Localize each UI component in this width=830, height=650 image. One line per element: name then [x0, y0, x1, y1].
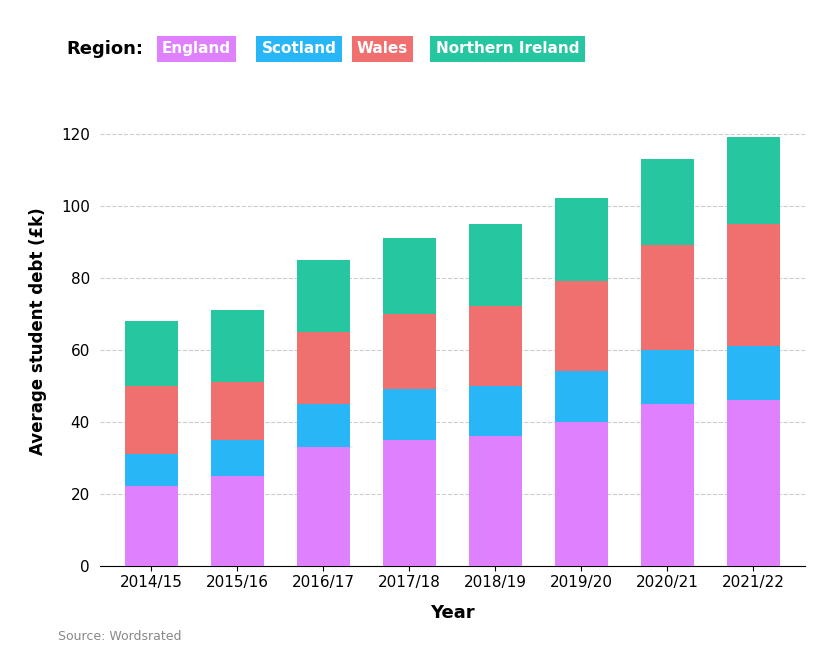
Bar — [641, 350, 694, 404]
Bar — [383, 238, 436, 313]
Bar — [296, 259, 350, 332]
Bar — [554, 371, 608, 421]
Bar — [211, 476, 264, 566]
Bar — [554, 198, 608, 281]
Bar — [469, 385, 522, 436]
Text: Region:: Region: — [66, 40, 144, 58]
Bar — [124, 454, 178, 486]
Text: Northern Ireland: Northern Ireland — [436, 41, 579, 57]
Bar — [554, 281, 608, 371]
Bar — [469, 224, 522, 306]
Bar — [124, 486, 178, 566]
Bar — [124, 320, 178, 385]
Text: Scotland: Scotland — [261, 41, 336, 57]
Bar — [383, 389, 436, 439]
Text: Wales: Wales — [357, 41, 408, 57]
Bar — [211, 439, 264, 476]
Bar — [727, 346, 780, 400]
Bar — [554, 421, 608, 566]
Bar — [727, 137, 780, 224]
Bar — [211, 382, 264, 439]
Bar — [727, 400, 780, 566]
Text: England: England — [162, 41, 231, 57]
Bar — [469, 436, 522, 566]
Bar — [641, 245, 694, 350]
Bar — [211, 310, 264, 382]
Bar — [296, 447, 350, 566]
Bar — [727, 224, 780, 346]
Bar — [383, 313, 436, 389]
Y-axis label: Average student debt (£k): Average student debt (£k) — [29, 208, 47, 455]
Bar — [469, 306, 522, 385]
Text: Source: Wordsrated: Source: Wordsrated — [58, 630, 182, 644]
X-axis label: Year: Year — [430, 604, 475, 622]
Bar — [296, 404, 350, 447]
Bar — [383, 439, 436, 566]
Bar — [296, 332, 350, 404]
Bar — [641, 404, 694, 566]
Bar — [124, 385, 178, 454]
Bar — [641, 159, 694, 245]
